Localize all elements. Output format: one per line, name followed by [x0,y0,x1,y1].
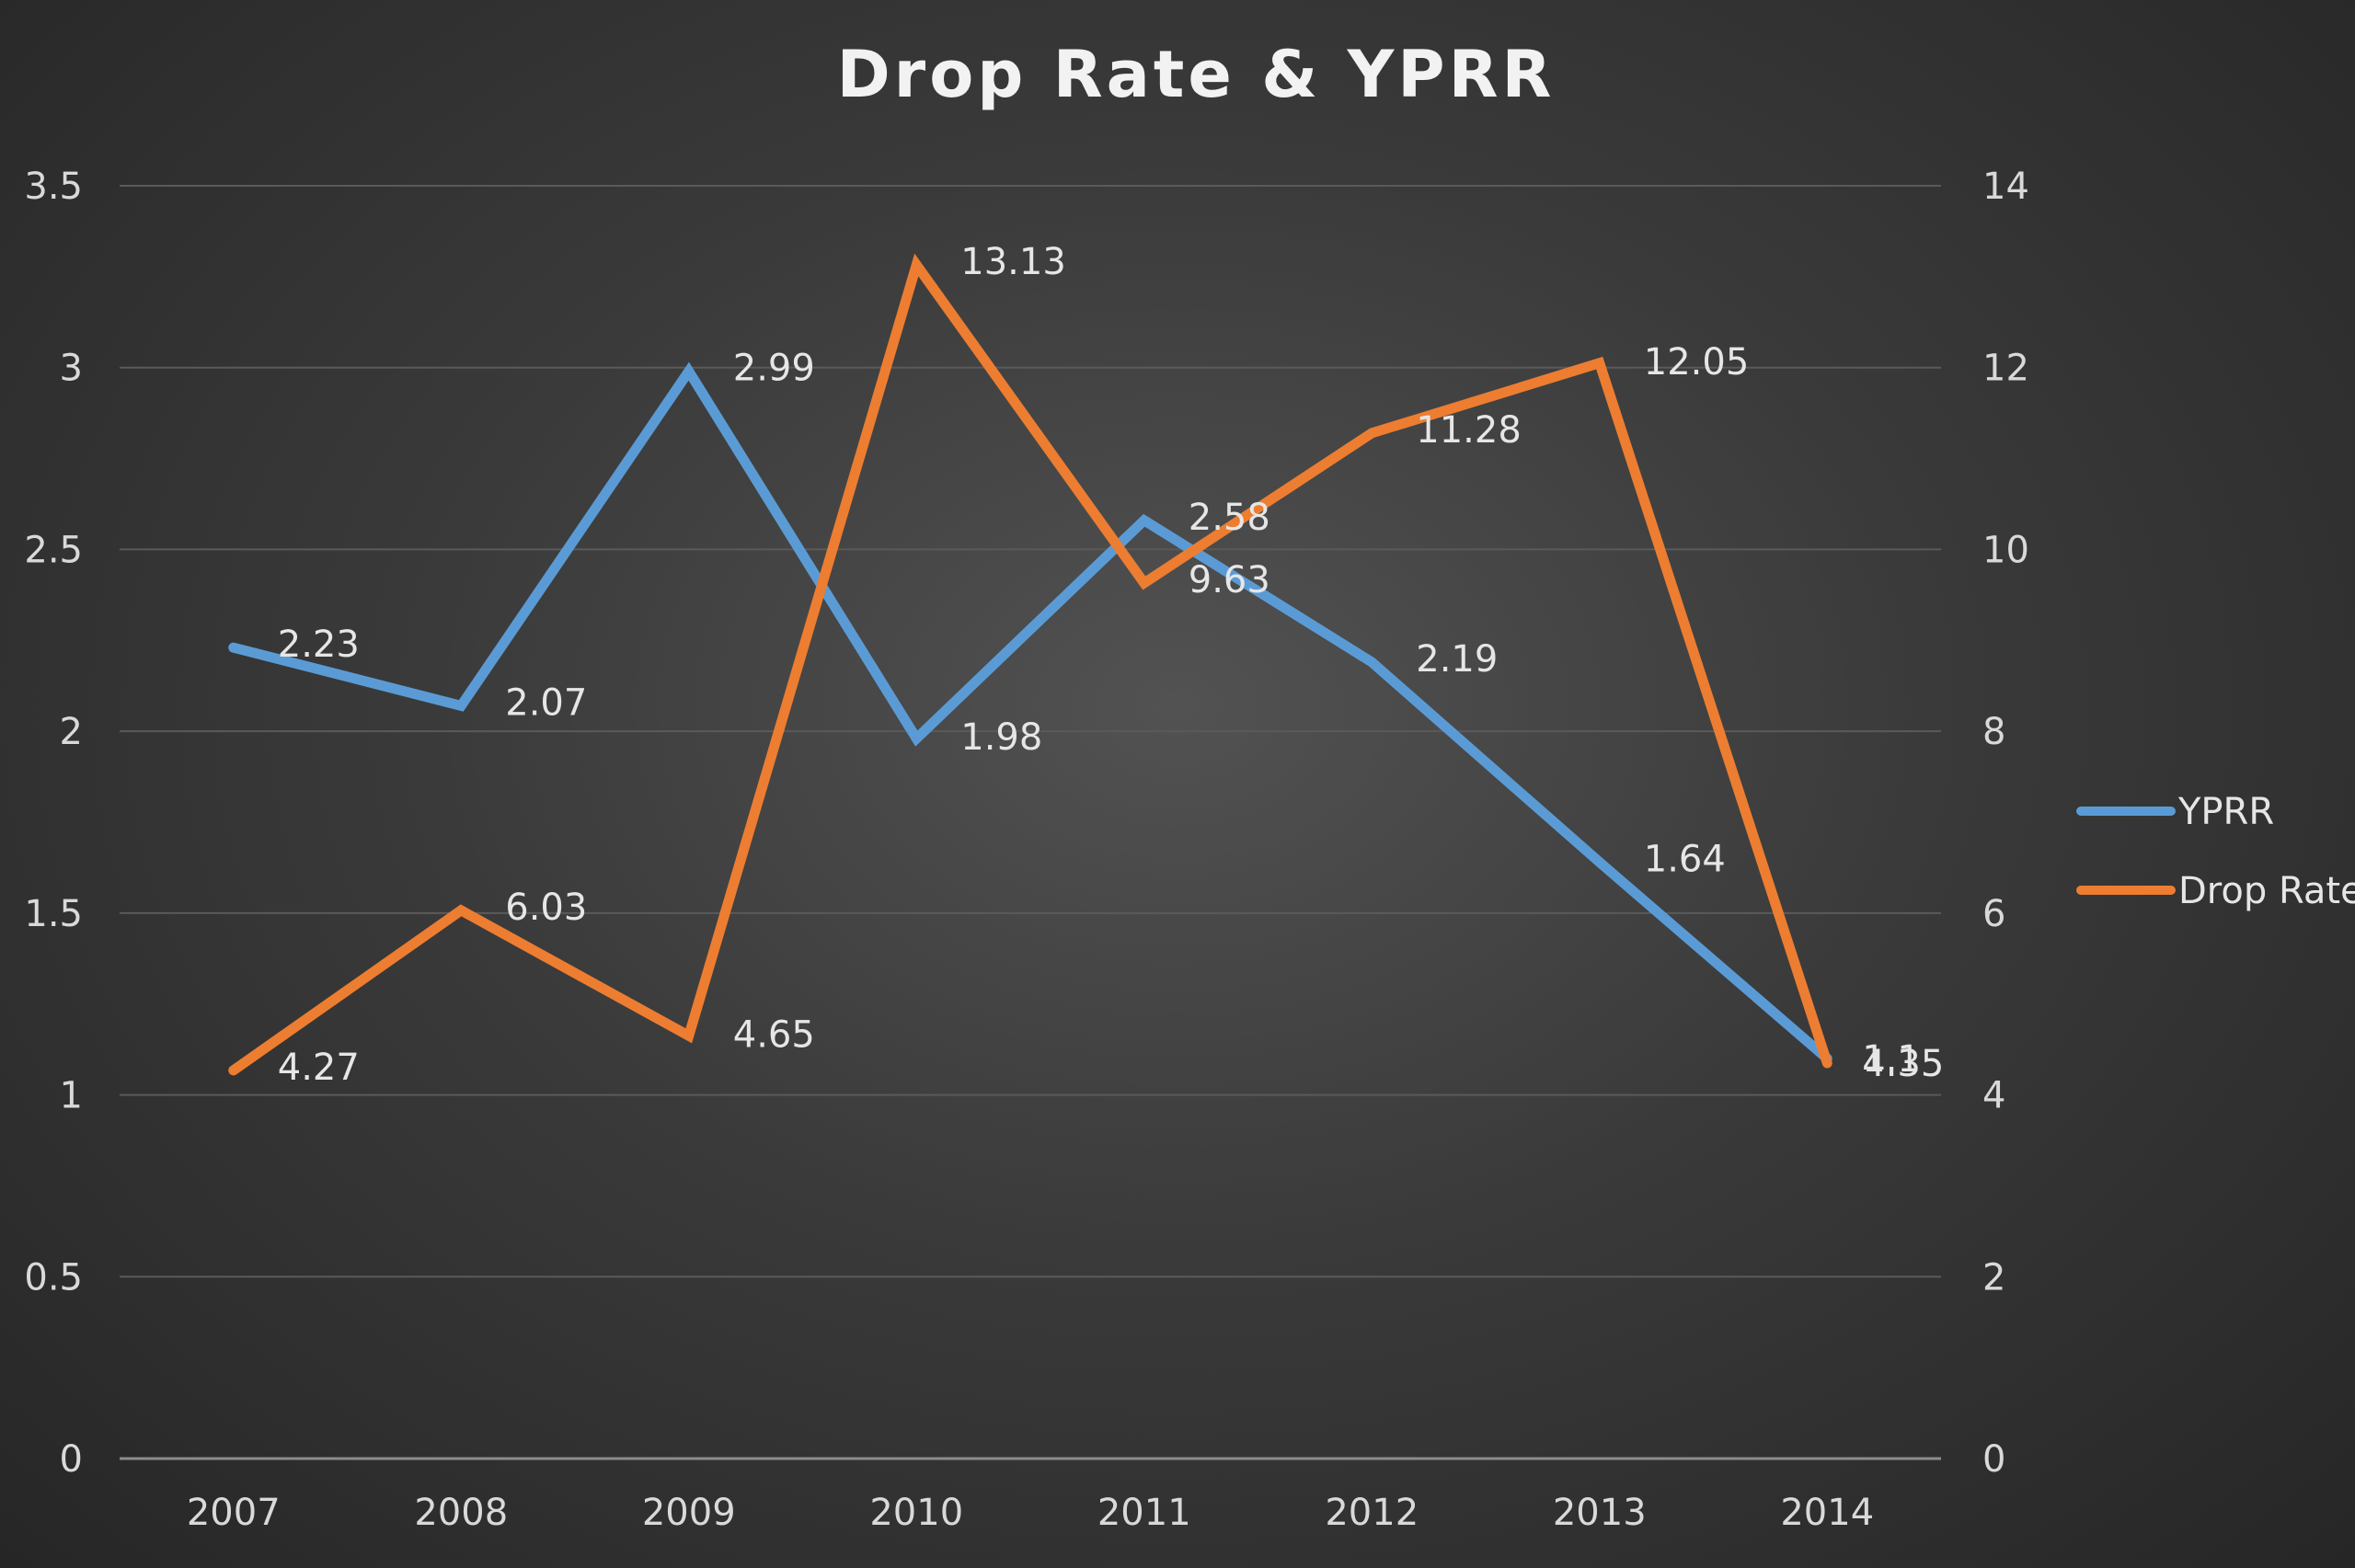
data-label-drop-rate: 4.65 [733,1013,815,1056]
data-label-drop-rate: 4.35 [1862,1043,1944,1085]
y-right-tick-label: 8 [1982,711,2005,753]
y-left-tick-label: 3 [60,348,83,390]
y-left-tick-label: 0 [60,1438,83,1481]
data-label-yprr: 2.23 [278,624,360,666]
data-point [684,1032,693,1040]
y-left-tick-label: 2 [60,711,83,753]
y-left-tick-label: 3.5 [24,166,83,208]
y-right-tick-label: 2 [1982,1256,2005,1299]
data-label-yprr: 1.98 [960,716,1042,759]
y-right-tick-label: 4 [1982,1075,2005,1117]
data-label-drop-rate: 4.27 [278,1047,360,1089]
data-point [684,367,693,375]
data-label-yprr: 2.99 [733,348,815,390]
x-tick-label: 2010 [869,1492,963,1534]
data-label-yprr: 2.58 [1189,497,1270,539]
data-label-yprr: 2.19 [1416,638,1498,681]
y-right-tick-label: 0 [1982,1438,2005,1481]
chart-title: Drop Rate & YPRR [836,37,1556,112]
data-point [1595,858,1603,866]
legend-label: Drop Rate [2178,870,2355,912]
data-point [1368,429,1376,437]
x-tick-label: 2014 [1780,1492,1874,1534]
x-tick-label: 2008 [414,1492,508,1534]
data-point [457,702,465,710]
y-right-tick-label: 6 [1982,893,2005,935]
series-line-drop-rate [228,253,1832,1076]
data-point [913,735,921,743]
data-label-yprr: 1.1 [1862,1038,1921,1081]
data-point [1823,1059,1832,1067]
y-left-tick-label: 0.5 [24,1256,83,1299]
series-line-yprr [228,361,1832,1064]
data-label-drop-rate: 11.28 [1416,409,1522,452]
x-tick-label: 2013 [1553,1492,1647,1534]
x-tick-label: 2011 [1097,1492,1191,1534]
y-left-tick-label: 2.5 [24,529,83,571]
y-right-tick-label: 12 [1982,348,2029,390]
data-label-yprr: 2.07 [505,681,587,724]
data-label-drop-rate: 12.05 [1644,341,1750,383]
data-point [1140,516,1148,524]
data-point [1368,658,1376,667]
data-point [913,261,921,269]
x-tick-label: 2009 [642,1492,736,1534]
legend-label: YPRR [2177,791,2274,833]
y-right-tick-label: 14 [1982,166,2029,208]
data-point [1595,359,1603,367]
data-point [229,1066,237,1074]
data-label-drop-rate: 13.13 [960,241,1066,283]
x-tick-label: 2012 [1325,1492,1419,1534]
y-right-tick-label: 10 [1982,529,2029,571]
y-left-tick-label: 1 [60,1075,83,1117]
data-label-drop-rate: 9.63 [1189,559,1270,601]
x-tick-label: 2007 [187,1492,281,1534]
data-label-drop-rate: 6.03 [505,887,587,929]
data-label-yprr: 1.64 [1644,838,1726,880]
data-point [1140,579,1148,588]
y-left-tick-label: 1.5 [24,893,83,935]
data-point [457,906,465,914]
data-point [229,644,237,652]
